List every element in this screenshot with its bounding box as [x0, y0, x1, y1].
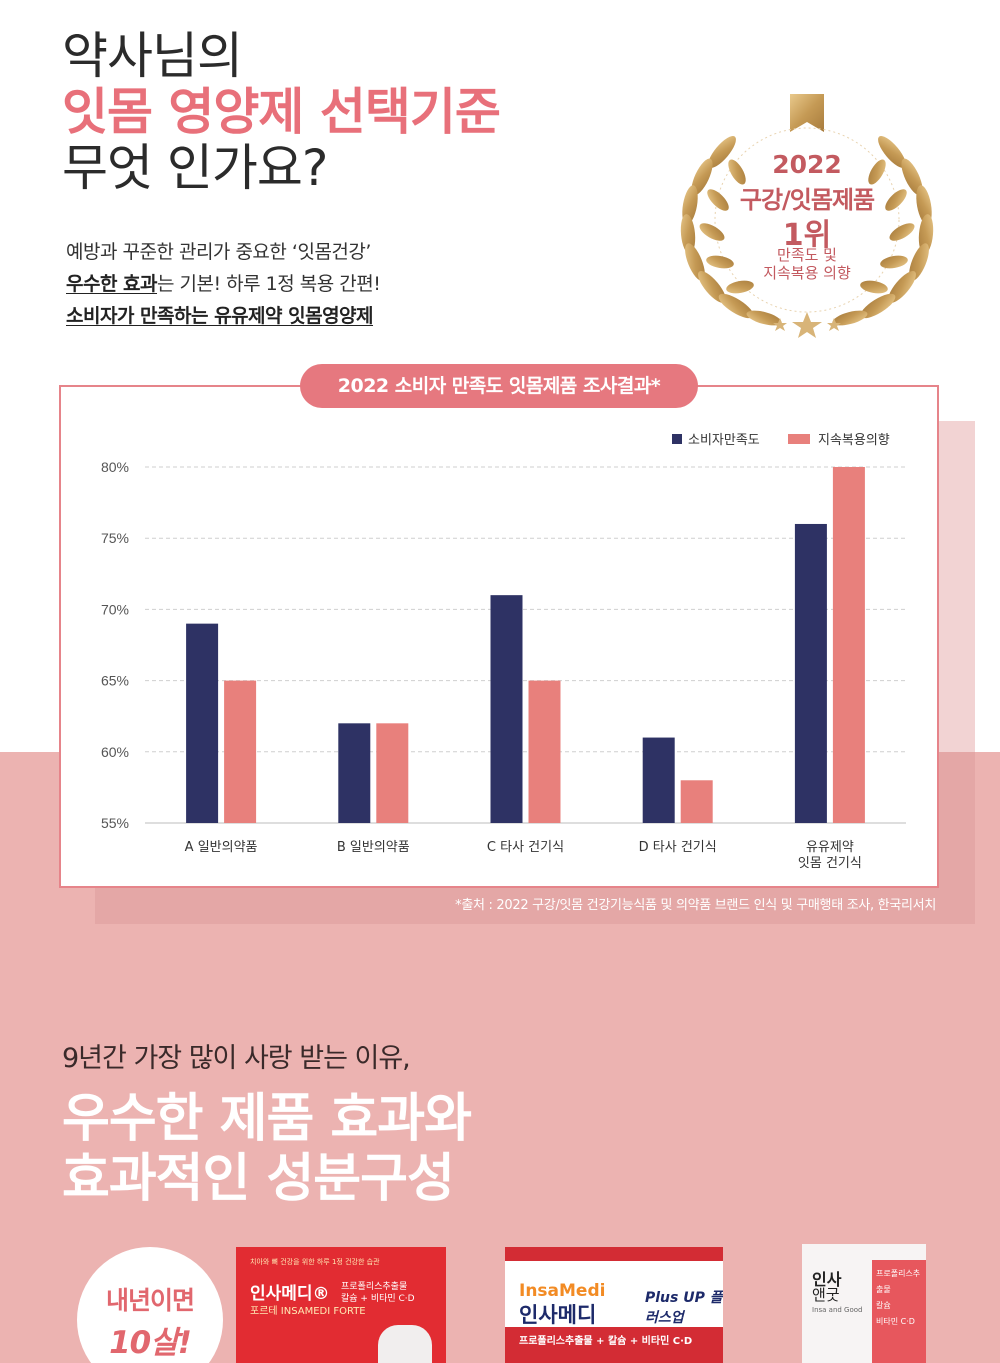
award-category: 구강/잇몸제품 [739, 186, 875, 214]
legend-label: 소비자만족도 [688, 433, 760, 448]
legend-swatch [788, 434, 810, 444]
section2-big1: 우수한 제품 효과와 [62, 1089, 472, 1149]
product3-side-band [872, 1260, 926, 1363]
product-box-insa-andgood: 인사 앤굿 Insa and Good 프로폴리스추출물 칼슘 비타민 C·D [802, 1244, 926, 1363]
product-box-insamedi-forte: 치아와 뼈 건강을 위한 하루 1정 건강한 습관 인사메디® 포르테 INSA… [236, 1247, 446, 1363]
bar-intent-1 [376, 723, 409, 823]
laurel-wreath-icon [680, 94, 934, 338]
product1-desc: 프로폴리스추출물 칼슘 + 비타민 C·D [341, 1281, 415, 1305]
product3-ko: 인사 [812, 1270, 842, 1289]
bar-satisfaction-0 [186, 623, 219, 823]
bar-intent-2 [528, 680, 561, 823]
y-tick-label: 65% [101, 673, 129, 689]
product2-top-band [505, 1247, 723, 1261]
product2-bar-text: 프로폴리스추출물 + 칼슘 + 비타민 C·D [519, 1336, 693, 1347]
headline-line1: 약사님의 [62, 27, 243, 85]
product3-side-text: 프로폴리스추출물 칼슘 비타민 C·D [876, 1266, 926, 1330]
y-tick-label: 55% [101, 815, 129, 831]
bar-chart: 55% 60% 65% 70% 75% 80% A 일반의약품 B 일반의약품 C 타사 건기식… [101, 433, 906, 871]
award-sub1: 만족도 및 [777, 246, 837, 264]
anniversary-line1: 내년이면 [105, 1286, 195, 1315]
anniversary-line2: 10살! [109, 1325, 192, 1361]
x-tick-label: D 타사 건기식 [639, 840, 717, 855]
product1-desc2: 칼슘 + 비타민 C·D [341, 1294, 415, 1304]
intro-line2-bold: 우수한 효과 [66, 273, 158, 295]
tooth-icon [378, 1325, 432, 1363]
intro-line2-rest: 는 기본! 하루 1정 복용 간편! [157, 273, 381, 295]
headline-line2: 잇몸 영양제 선택기준 [62, 83, 501, 141]
product2-en: InsaMedi [519, 1281, 606, 1301]
product3-side3: 비타민 C·D [876, 1317, 915, 1326]
product2-bottom-band [505, 1327, 723, 1363]
intro-line2: 우수한 효과는 기본! 하루 1정 복용 간편! [66, 268, 381, 300]
anniversary-badge: 내년이면 10살! [77, 1247, 223, 1363]
product1-desc1: 프로폴리스추출물 [341, 1282, 408, 1292]
award-badge: 2022 구강/잇몸제품 1위 만족도 및 지속복용 의향 [662, 92, 952, 342]
x-tick-label: B 일반의약품 [337, 840, 410, 855]
product1-sub: 포르테 INSAMEDI FORTE [250, 1306, 366, 1317]
bar-satisfaction-2 [490, 595, 523, 823]
headline-line3: 무엇 인가요? [62, 139, 328, 197]
stars-icon [773, 312, 841, 338]
bar-satisfaction-3 [642, 737, 675, 823]
source-note: *출처 : 2022 구강/잇몸 건강기능식품 및 의약품 브랜드 인식 및 구… [455, 898, 936, 913]
award-sub: 만족도 및 지속복용 의향 [662, 246, 952, 282]
product-box-insamedi-plusup: InsaMedi 인사메디 Plus UP 플러스업 프로폴리스추출물 + 칼슘… [505, 1247, 723, 1363]
intro-line3: 소비자가 만족하는 유유제약 잇몸영양제 [66, 300, 380, 332]
y-tick-label: 70% [101, 601, 129, 617]
x-tick-label: C 타사 건기식 [487, 840, 564, 855]
product1-name: 인사메디® [250, 1284, 330, 1304]
product3-side2: 칼슘 [876, 1301, 891, 1310]
section2-small: 9년간 가장 많이 사랑 받는 이유, [62, 1043, 411, 1074]
product2-plus: Plus UP 플러스업 [645, 1290, 723, 1326]
product3-en: Insa and Good [812, 1306, 863, 1314]
award-year: 2022 [772, 150, 842, 179]
award-sub2: 지속복용 의향 [763, 264, 851, 282]
y-tick-label: 80% [101, 459, 129, 475]
x-tick-label: 유유제약 [806, 840, 854, 855]
intro-text: 예방과 꾸준한 관리가 중요한 ‘잇몸건강’ 우수한 효과는 기본! 하루 1정… [66, 236, 381, 332]
chart-title: 2022 소비자 만족도 잇몸제품 조사결과* [300, 364, 698, 408]
product1-tagline: 치아와 뼈 건강을 위한 하루 1정 건강한 습관 [250, 1258, 380, 1266]
x-tick-label: A 일반의약품 [185, 840, 258, 855]
section2-heading: 9년간 가장 많이 사랑 받는 이유, 우수한 제품 효과와 효과적인 성분구성 [62, 1036, 472, 1209]
legend-swatch [672, 434, 682, 444]
bar-satisfaction-4 [794, 523, 827, 823]
bar-intent-4 [832, 467, 865, 823]
product3-side1: 프로폴리스추출물 [876, 1269, 921, 1294]
headline: 약사님의 잇몸 영양제 선택기준 무엇 인가요? [62, 27, 501, 197]
y-tick-label: 75% [101, 530, 129, 546]
intro-line3-text: 소비자가 만족하는 유유제약 잇몸영양제 [66, 305, 374, 327]
y-tick-label: 60% [101, 744, 129, 760]
intro-line1: 예방과 꾸준한 관리가 중요한 ‘잇몸건강’ [66, 241, 371, 263]
legend-label: 지속복용의향 [818, 433, 890, 448]
section2-big2: 효과적인 성분구성 [62, 1149, 455, 1209]
x-tick-label: 잇몸 건기식 [798, 856, 862, 871]
bar-satisfaction-1 [338, 723, 371, 823]
bar-intent-0 [224, 680, 257, 823]
bar-intent-3 [680, 780, 713, 823]
product2-ko: 인사메디 [519, 1303, 597, 1327]
award-rank: 1위 [782, 218, 832, 253]
product3-ko2: 앤굿 [812, 1286, 840, 1304]
